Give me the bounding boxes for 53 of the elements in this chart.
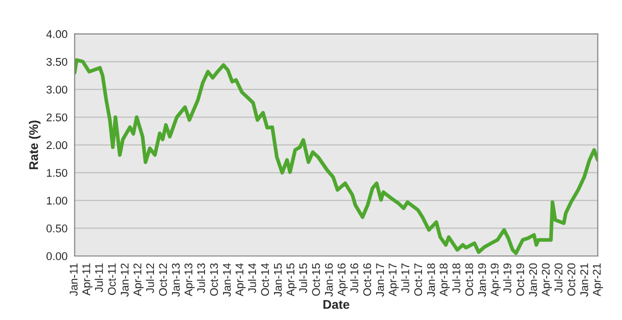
x-tick-label: Apr-11	[82, 263, 92, 296]
y-tick-label: 0.00	[46, 252, 68, 260]
x-tick-label: Oct-17	[414, 264, 422, 296]
x-tick-label: Jul-19	[503, 263, 512, 294]
y-tick-label: 3.50	[46, 58, 68, 66]
x-tick-label: Oct-20	[567, 263, 576, 296]
x-tick-label: Jan-13	[172, 263, 180, 297]
x-tick-label: Apr-14	[236, 263, 246, 296]
x-tick-label: Jan-17	[376, 264, 384, 297]
y-tick-label: 1.50	[46, 168, 68, 177]
x-tick-label: Jan-14	[223, 263, 231, 297]
x-axis-title: Date	[323, 300, 350, 309]
x-tick-label: Apr-12	[133, 264, 144, 296]
y-axis-title: Rate (%)	[28, 120, 41, 170]
x-tick-label: Jan-20	[529, 263, 537, 297]
x-tick-label: Jan-11	[70, 263, 78, 296]
x-tick-label: Jan-15	[274, 263, 282, 297]
x-tick-label: Apr-17	[388, 264, 399, 296]
x-tick-label: Jan-18	[427, 263, 435, 297]
x-tick-label: Oct-18	[465, 263, 474, 296]
x-tick-label: Oct-13	[210, 263, 218, 296]
x-tick-label: Jan-16	[324, 263, 333, 297]
x-tick-label: Jul-20	[554, 263, 562, 294]
y-tick-label: 4.00	[46, 30, 68, 38]
x-tick-label: Apr-20	[542, 263, 552, 296]
x-tick-label: Jul-11	[94, 263, 103, 292]
x-tick-label: Apr-19	[490, 263, 501, 296]
x-tick-label: Oct-16	[363, 263, 372, 296]
x-tick-label: Oct-19	[516, 263, 524, 296]
y-tick-label: 1.00	[46, 196, 68, 205]
x-tick-label: Jul-18	[452, 263, 460, 294]
x-tick-label: Jul-12	[146, 264, 154, 294]
x-tick-label: Jul-15	[298, 263, 308, 294]
x-tick-label: Jul-14	[248, 263, 256, 294]
x-tick-label: Jan-19	[478, 263, 486, 297]
x-tick-label: Jan-12	[120, 264, 129, 297]
x-tick-label: Jul-16	[350, 263, 358, 294]
x-tick-label: Oct-11	[108, 263, 116, 295]
x-tick-label: Apr-21	[592, 263, 603, 296]
x-tick-label: Jul-13	[196, 263, 206, 294]
x-tick-label: Oct-12	[159, 264, 167, 296]
x-tick-label: Oct-14	[261, 263, 269, 296]
x-tick-label: Apr-18	[440, 263, 450, 296]
x-tick-label: Oct-15	[312, 263, 320, 296]
x-tick-label: Jan-21	[580, 263, 588, 297]
y-tick-label: 2.50	[46, 113, 68, 122]
x-tick-label: Jul-17	[401, 264, 410, 294]
y-tick-label: 0.50	[46, 224, 68, 232]
y-tick-label: 3.00	[46, 86, 68, 94]
y-tick-label: 2.00	[46, 141, 68, 150]
x-tick-label: Apr-13	[184, 263, 195, 296]
x-tick-label: Apr-15	[286, 263, 297, 296]
x-tick-label: Apr-16	[338, 263, 348, 296]
